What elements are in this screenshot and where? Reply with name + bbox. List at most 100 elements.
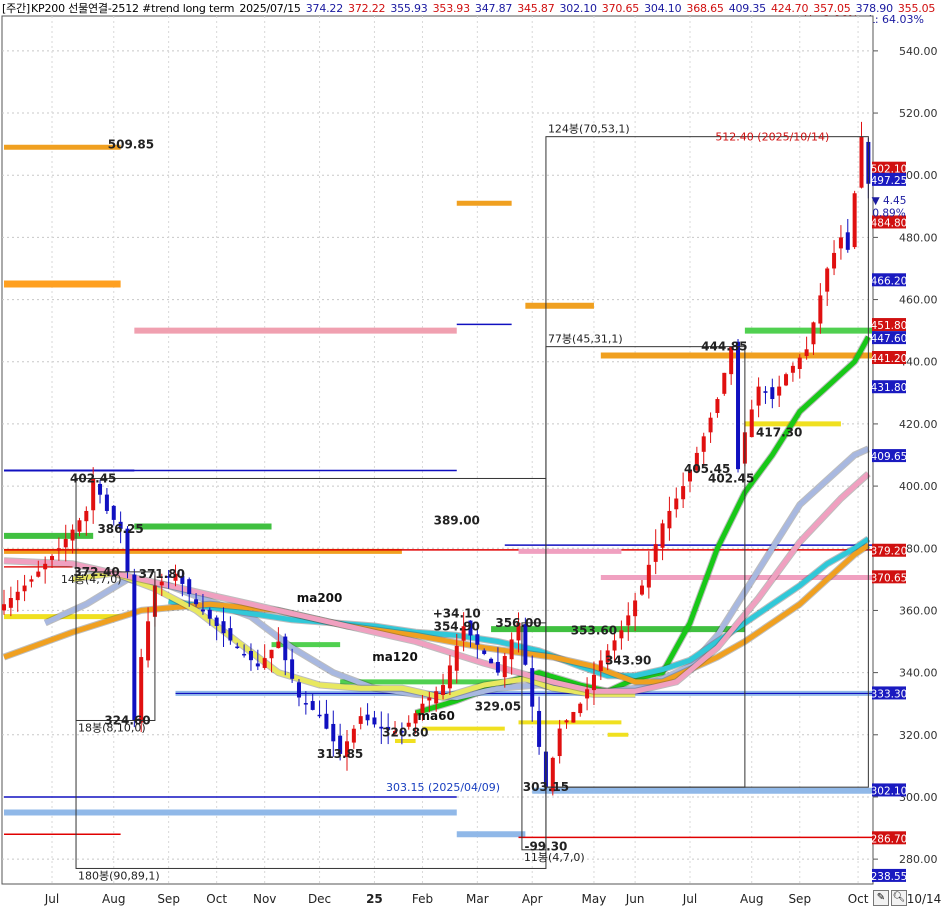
candle-body	[56, 548, 61, 551]
candle-body	[859, 136, 864, 188]
candle-body	[845, 232, 850, 250]
candle-body	[15, 591, 20, 601]
range-box-label: 180봉(90,89,1)	[78, 869, 160, 882]
axis-badge-label: 370.65	[871, 572, 908, 584]
candle-body	[248, 650, 253, 661]
x-tick-label: 25	[366, 892, 383, 906]
candle-body	[667, 510, 672, 529]
candle-body	[207, 609, 212, 619]
axis-badge	[872, 273, 906, 287]
candle-body	[674, 498, 679, 510]
axis-badge	[872, 543, 906, 557]
axis-badge	[872, 449, 906, 463]
candle-body	[2, 604, 6, 611]
x-tick-label: Mar	[466, 892, 489, 906]
axis-badge	[872, 686, 906, 700]
edit-icon[interactable]: ✎	[873, 890, 889, 906]
candle-body	[715, 399, 720, 414]
candle-body	[22, 585, 27, 592]
candle-body	[310, 701, 315, 710]
price-label: 313.85	[317, 747, 363, 761]
header-value: 347.87	[474, 2, 513, 15]
header-value: 368.65	[686, 2, 724, 15]
candle-body	[372, 717, 377, 725]
x-tick-label: Apr	[522, 892, 543, 906]
candle-body	[8, 598, 13, 608]
period-label[interactable]: [주간]	[2, 2, 31, 15]
range-box-label: 124봉(70,53,1)	[548, 123, 630, 136]
header-value: 302.10	[559, 2, 597, 15]
candle-body	[571, 711, 576, 723]
candle-body	[132, 574, 137, 721]
candle-body	[173, 573, 178, 581]
candle-body	[221, 621, 226, 634]
candle-body	[811, 322, 816, 345]
x-tick-label: Oct	[848, 892, 869, 906]
x-tick-label: Jun	[625, 892, 645, 906]
y-tick-label: 500.00	[899, 169, 938, 182]
candle-body	[852, 193, 857, 248]
candle-body	[804, 349, 809, 356]
axis-badge	[872, 172, 906, 186]
axis-badge	[872, 351, 906, 365]
candle-body	[660, 523, 665, 548]
price-label: 405.45	[684, 462, 730, 476]
magnifier-icon[interactable]: 🔍︎	[891, 890, 907, 906]
candle-body	[296, 682, 301, 698]
axis-badge	[872, 783, 906, 797]
candle-body	[98, 483, 103, 495]
x-tick-label: Jul	[44, 892, 59, 906]
axis-badge-label: 502.10	[871, 164, 908, 176]
ma-line	[72, 570, 636, 700]
candle-body	[832, 252, 837, 269]
candle-body	[447, 665, 452, 689]
candle-body	[104, 494, 109, 511]
candle-body	[516, 622, 521, 641]
price-label: -99.30	[524, 840, 567, 854]
axis-badge-label: 447.60	[871, 333, 908, 345]
candle-body	[530, 668, 535, 707]
header-value: 374.22	[305, 2, 344, 15]
price-label: 417.30	[756, 425, 802, 439]
axis-badge-label: 484.80	[871, 217, 908, 229]
candle-body	[43, 563, 48, 570]
candle-body	[681, 486, 686, 500]
x-tick-label: Aug	[740, 892, 763, 906]
candle-body	[756, 386, 761, 406]
candle-body	[345, 741, 349, 758]
candle-body	[777, 386, 782, 396]
price-label: 320.80	[382, 725, 428, 739]
axis-badge	[872, 331, 906, 345]
candle-body	[276, 641, 281, 649]
candle-body	[393, 731, 398, 734]
candle-body	[413, 713, 418, 724]
candle-body	[91, 478, 96, 511]
candle-body	[379, 726, 384, 729]
candle-body	[537, 710, 542, 747]
candle-body	[701, 436, 706, 452]
header-value: 355.05	[897, 2, 936, 15]
axis-badge-label: 431.80	[871, 382, 908, 394]
candle-body	[434, 691, 439, 704]
axis-badge	[872, 380, 906, 394]
candle-body	[166, 576, 171, 578]
candle-body	[502, 656, 507, 678]
candle-body	[365, 714, 370, 721]
candle-body	[324, 713, 329, 729]
axis-badge-label: 379.20	[871, 546, 908, 558]
y-tick-label: 280.00	[899, 853, 938, 866]
axis-badge	[872, 570, 906, 584]
candle-body	[214, 617, 219, 626]
y-tick-label: 440.00	[899, 356, 938, 369]
price-label: 354.90	[434, 619, 480, 633]
candle-body	[468, 620, 473, 636]
candle-body	[825, 268, 830, 292]
candle-body	[736, 341, 741, 470]
ma-label: ma200	[297, 591, 343, 605]
candle-body	[63, 538, 68, 548]
price-label: 371.80	[139, 567, 185, 581]
x-tick-label: Oct	[206, 892, 227, 906]
axis-badge-label: 497.25	[871, 175, 908, 187]
